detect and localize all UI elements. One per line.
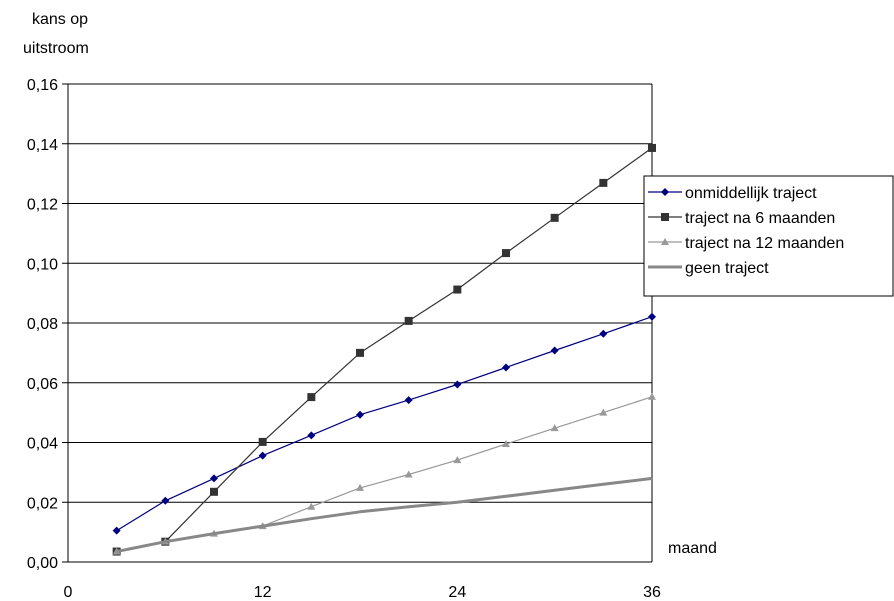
data-point-s0-11 <box>648 312 656 321</box>
x-tick-label-0: 0 <box>64 584 73 601</box>
data-point-s2-10 <box>599 408 608 416</box>
data-point-s1-3 <box>258 437 267 446</box>
data-point-s1-4 <box>307 393 316 402</box>
data-point-s0-2 <box>210 474 218 483</box>
y-tick-label-7: 0,14 <box>27 137 58 154</box>
data-point-s0-4 <box>307 431 316 440</box>
series-line-3 <box>116 476 653 553</box>
y-axis-label-line2: uitstroom <box>23 40 89 57</box>
data-point-s1-10 <box>599 178 608 187</box>
data-point-s2-11 <box>648 392 656 400</box>
data-point-s2-4 <box>307 502 316 510</box>
tick-labels: 0,00 0,02 0,04 0,06 0,08 0,10 0,12 0,14 0,16 0 12 2… <box>27 77 661 601</box>
y-tick-label-1: 0,02 <box>27 495 58 512</box>
data-point-s0-0 <box>112 526 121 535</box>
y-tick-label-5: 0,10 <box>27 256 58 273</box>
y-tick-label-6: 0,12 <box>27 197 58 214</box>
data-point-s2-8 <box>502 439 510 447</box>
data-point-s0-10 <box>599 329 608 338</box>
series-line-2 <box>116 396 653 553</box>
data-point-s2-7 <box>453 456 462 464</box>
data-point-s1-6 <box>404 316 413 325</box>
x-axis-label: maand <box>668 540 717 557</box>
data-point-s0-6 <box>404 396 413 405</box>
y-tick-label-3: 0,06 <box>27 376 58 393</box>
data-point-s1-5 <box>356 348 364 357</box>
legend-marker-2 <box>661 238 669 245</box>
series-group <box>112 143 656 556</box>
y-tick-label-0: 0,00 <box>27 555 58 572</box>
data-point-s0-8 <box>502 363 510 372</box>
data-point-s1-2 <box>210 487 218 496</box>
legend-label-1: traject na 6 maanden <box>685 210 835 227</box>
legend-label-2: traject na 12 maanden <box>685 235 844 252</box>
legend-label-0: onmiddellijk traject <box>685 185 817 202</box>
data-point-s0-1 <box>161 496 170 505</box>
data-point-s1-7 <box>453 285 462 294</box>
legend-label-3: geen traject <box>685 260 769 277</box>
data-point-s1-9 <box>550 213 559 222</box>
legend-box <box>643 175 894 297</box>
data-point-s0-3 <box>258 451 267 460</box>
x-tick-label-3: 36 <box>643 584 661 601</box>
gridlines <box>68 83 652 503</box>
y-tick-label-4: 0,08 <box>27 316 58 333</box>
data-point-s1-11 <box>648 143 656 152</box>
y-tick-label-2: 0,04 <box>27 436 58 453</box>
data-point-s2-6 <box>404 470 413 478</box>
series-line-0 <box>116 316 653 532</box>
data-point-s1-8 <box>502 249 510 258</box>
y-tick-label-8: 0,16 <box>27 77 58 94</box>
y-axis-label-line1: kans op <box>32 11 88 28</box>
x-tick-label-1: 12 <box>254 584 272 601</box>
series-line-1 <box>116 147 653 553</box>
data-point-s2-5 <box>356 483 364 491</box>
data-point-s0-9 <box>550 346 559 355</box>
legend: onmiddellijk traject traject na 6 maanden… <box>643 175 894 297</box>
legend-marker-0 <box>661 188 669 196</box>
axes <box>62 83 653 563</box>
data-point-s0-5 <box>356 410 364 419</box>
data-point-s0-7 <box>453 380 462 389</box>
data-point-s2-9 <box>550 424 559 432</box>
x-tick-label-2: 24 <box>448 584 466 601</box>
legend-marker-1 <box>661 213 669 221</box>
